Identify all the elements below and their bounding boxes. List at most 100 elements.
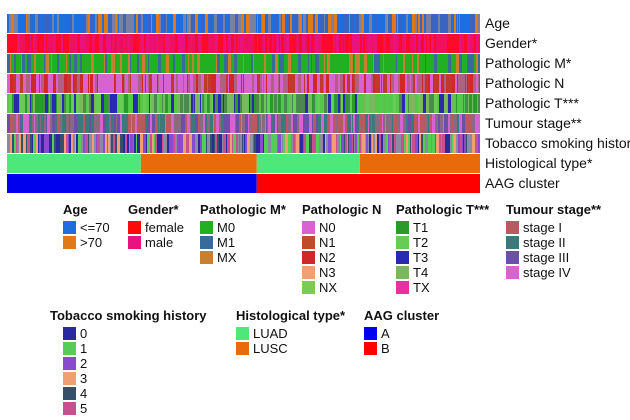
- legend-title: Tumour stage**: [506, 202, 602, 217]
- heatmap-cell: [98, 54, 101, 73]
- heatmap-cell: [390, 34, 393, 53]
- heatmap-cell: [268, 14, 271, 33]
- heatmap-cell: [431, 134, 432, 153]
- heatmap-cell: [210, 74, 211, 93]
- heatmap-cell: [85, 34, 86, 53]
- heatmap-cell: [163, 74, 164, 93]
- legend-item: LUSC: [236, 341, 345, 356]
- heatmap-cell: [442, 134, 445, 153]
- heatmap-cell: [312, 134, 315, 153]
- heatmap-cell: [360, 114, 362, 133]
- heatmap-cell: [226, 74, 228, 93]
- heatmap-cell: [224, 94, 227, 113]
- heatmap-cell: [423, 94, 426, 113]
- heatmap-cell: [446, 74, 449, 93]
- legend-label: LUAD: [253, 326, 288, 341]
- heatmap-cell: [120, 114, 122, 133]
- heatmap-cell: [373, 74, 374, 93]
- heatmap-cell: [279, 74, 280, 93]
- heatmap-cell: [192, 14, 195, 33]
- heatmap-cell: [137, 114, 139, 133]
- heatmap-cell: [152, 34, 153, 53]
- heatmap-cell: [454, 114, 457, 133]
- legend-age: Age <=70 >70: [63, 202, 110, 250]
- heatmap-cell: [333, 34, 334, 53]
- heatmap-cell: [415, 94, 418, 113]
- heatmap-cell: [312, 114, 313, 133]
- heatmap-cell: [448, 54, 451, 73]
- annotation-heatmap: [7, 14, 480, 193]
- heatmap-cell: [301, 134, 303, 153]
- heatmap-cell: [291, 34, 292, 53]
- heatmap-cell: [211, 74, 214, 93]
- heatmap-cell: [439, 34, 442, 53]
- heatmap-cell: [257, 34, 258, 53]
- heatmap-cell: [286, 54, 288, 73]
- heatmap-cell: [174, 94, 177, 113]
- heatmap-cell: [204, 74, 207, 93]
- heatmap-cell: [260, 74, 262, 93]
- heatmap-cell: [270, 74, 271, 93]
- heatmap-cell: [270, 94, 273, 113]
- heatmap-cell: [307, 34, 310, 53]
- heatmap-cell: [54, 14, 57, 33]
- heatmap-cell: [380, 14, 381, 33]
- heatmap-cell: [285, 134, 288, 153]
- heatmap-cell: [23, 114, 26, 133]
- heatmap-cell: [264, 54, 266, 73]
- heatmap-cell: [117, 94, 120, 113]
- heatmap-cell: [388, 134, 389, 153]
- heatmap-cell: [412, 134, 415, 153]
- heatmap-cell: [183, 74, 184, 93]
- heatmap-cell: [417, 54, 419, 73]
- heatmap-cell: [171, 34, 174, 53]
- legend-label: T4: [413, 265, 429, 280]
- heatmap-cell: [439, 74, 440, 93]
- heatmap-cell: [104, 94, 107, 113]
- heatmap-cell: [112, 14, 115, 33]
- heatmap-cell: [357, 34, 360, 53]
- heatmap-cell: [230, 14, 231, 33]
- heatmap-cell: [7, 94, 9, 113]
- heatmap-cell: [112, 54, 114, 73]
- heatmap-cell: [216, 54, 217, 73]
- heatmap-cell: [20, 34, 23, 53]
- heatmap-cell: [50, 114, 52, 133]
- heatmap-cell: [113, 134, 115, 153]
- heatmap-cell: [222, 14, 223, 33]
- heatmap-cell: [467, 54, 468, 73]
- heatmap-cell: [229, 74, 232, 93]
- heatmap-cell: [352, 134, 353, 153]
- heatmap-cell: [214, 14, 217, 33]
- legend-swatch: [506, 221, 519, 234]
- heatmap-cell: [7, 74, 10, 93]
- heatmap-cell: [20, 54, 21, 73]
- heatmap-cell: [432, 134, 435, 153]
- heatmap-cell: [205, 114, 207, 133]
- heatmap-cell: [369, 34, 372, 53]
- heatmap-cell: [358, 54, 360, 73]
- heatmap-cell: [378, 94, 381, 113]
- heatmap-cell: [45, 54, 46, 73]
- legend-label: N2: [319, 250, 336, 265]
- heatmap-cell: [248, 114, 249, 133]
- heatmap-cell: [240, 54, 241, 73]
- heatmap-cell: [23, 34, 25, 53]
- heatmap-cell: [258, 34, 260, 53]
- heatmap-cell: [101, 14, 102, 33]
- heatmap-cell: [388, 14, 391, 33]
- heatmap-cell: [205, 14, 208, 33]
- heatmap-cell: [233, 54, 234, 73]
- heatmap-cell: [293, 134, 295, 153]
- heatmap-cell: [278, 54, 279, 73]
- heatmap-cell: [469, 34, 471, 53]
- heatmap-cell: [367, 134, 368, 153]
- heatmap-cell: [266, 74, 267, 93]
- heatmap-cell: [259, 54, 261, 73]
- heatmap-cell: [151, 54, 154, 73]
- heatmap-cell: [138, 94, 139, 113]
- legend-label: stage III: [523, 250, 570, 265]
- heatmap-cell: [98, 34, 99, 53]
- heatmap-cell: [173, 14, 176, 33]
- heatmap-cell: [13, 74, 16, 93]
